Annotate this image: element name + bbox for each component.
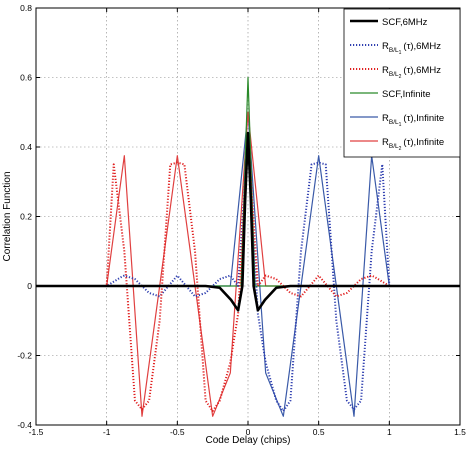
y-tick-label: -0.2 (17, 351, 32, 361)
x-tick-label: -1 (103, 427, 111, 437)
series-layer (36, 76, 460, 417)
y-tick-label: 0.4 (20, 142, 32, 152)
legend: SCF,6MHz RB/L1(τ),6MHz RB/L2(τ),6MHz SCF,In… (343, 8, 461, 158)
legend-entry: RB/L2(τ),Infinite (382, 137, 444, 152)
y-tick-label: 0.2 (20, 212, 32, 222)
y-axis-label: Correlation Function (2, 171, 13, 261)
y-tick-label: 0 (27, 281, 32, 291)
x-tick-label: 1 (387, 427, 392, 437)
x-tick-label: 1.5 (454, 427, 466, 437)
legend-box (343, 8, 461, 158)
x-tick-label: 0 (246, 427, 251, 437)
legend-entry: RB/L1(τ),6MHz (382, 41, 441, 56)
legend-entry: RB/L2(τ),6MHz (382, 65, 441, 80)
legend-entry: SCF,Infinite (382, 89, 431, 100)
x-axis-label: Code Delay (chips) (205, 435, 290, 446)
y-tick-label: -0.4 (17, 420, 32, 430)
x-tick-label: 0.5 (313, 427, 325, 437)
y-tick-label: 0.8 (20, 3, 32, 13)
x-tick-label: -1.5 (29, 427, 44, 437)
y-tick-label: 0.6 (20, 73, 32, 83)
legend-entry: SCF,6MHz (382, 17, 428, 28)
legend-entry: RB/L1(τ),Infinite (382, 113, 444, 128)
series-line-0 (36, 131, 460, 312)
series-line-1 (36, 135, 460, 413)
series-line-2 (36, 135, 460, 413)
x-tick-label: -0.5 (170, 427, 185, 437)
axis-ticks: -1.5 -1 -0.5 0 0.5 1 1.5 -0.4 -0.2 0 0.2 0.4 0.6 0.8 (17, 3, 466, 437)
